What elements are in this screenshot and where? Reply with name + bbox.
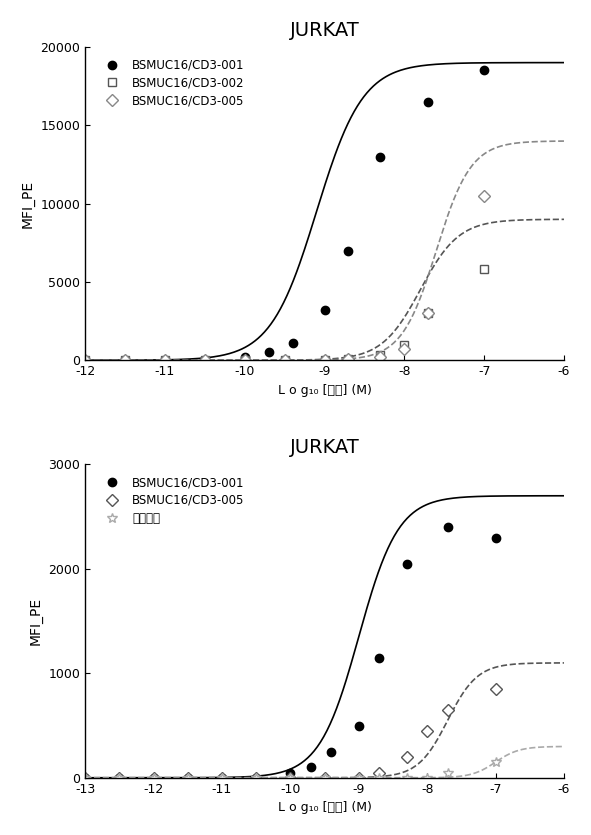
BSMUC16/CD3-001 bbox=[150, 772, 157, 782]
対照Ａｂ bbox=[219, 772, 226, 782]
対照Ａｂ bbox=[492, 757, 499, 767]
対照Ａｂ bbox=[424, 772, 431, 782]
BSMUC16/CD3-005 bbox=[161, 355, 168, 365]
BSMUC16/CD3-005 bbox=[492, 684, 499, 694]
対照Ａｂ bbox=[184, 772, 191, 782]
BSMUC16/CD3-005 bbox=[345, 354, 352, 364]
BSMUC16/CD3-002 bbox=[480, 265, 488, 275]
X-axis label: L o g₁₀ [抗体] (M): L o g₁₀ [抗体] (M) bbox=[278, 801, 372, 814]
BSMUC16/CD3-001 bbox=[82, 772, 89, 782]
BSMUC16/CD3-002 bbox=[377, 350, 384, 360]
BSMUC16/CD3-005 bbox=[321, 772, 328, 782]
BSMUC16/CD3-002 bbox=[281, 355, 288, 365]
BSMUC16/CD3-005 bbox=[184, 772, 191, 782]
Legend: BSMUC16/CD3-001, BSMUC16/CD3-005, 対照Ａｂ: BSMUC16/CD3-001, BSMUC16/CD3-005, 対照Ａｂ bbox=[91, 470, 251, 530]
BSMUC16/CD3-005 bbox=[287, 772, 294, 782]
BSMUC16/CD3-001 bbox=[328, 746, 335, 757]
BSMUC16/CD3-001 bbox=[252, 772, 259, 782]
対照Ａｂ bbox=[287, 772, 294, 782]
BSMUC16/CD3-005 bbox=[321, 355, 328, 365]
BSMUC16/CD3-002 bbox=[321, 355, 328, 365]
BSMUC16/CD3-001 bbox=[202, 355, 209, 365]
Title: JURKAT: JURKAT bbox=[290, 438, 359, 458]
Y-axis label: MFI_PE: MFI_PE bbox=[29, 597, 43, 645]
Line: BSMUC16/CD3-005: BSMUC16/CD3-005 bbox=[81, 191, 488, 364]
BSMUC16/CD3-005 bbox=[241, 355, 248, 365]
対照Ａｂ bbox=[252, 772, 259, 782]
Y-axis label: MFI_PE: MFI_PE bbox=[21, 180, 35, 228]
BSMUC16/CD3-005 bbox=[150, 772, 157, 782]
BSMUC16/CD3-005 bbox=[219, 772, 226, 782]
BSMUC16/CD3-005 bbox=[116, 772, 123, 782]
BSMUC16/CD3-001 bbox=[116, 772, 123, 782]
BSMUC16/CD3-002 bbox=[345, 354, 352, 364]
BSMUC16/CD3-001 bbox=[355, 721, 362, 731]
対照Ａｂ bbox=[444, 767, 452, 777]
対照Ａｂ bbox=[116, 772, 123, 782]
BSMUC16/CD3-001 bbox=[122, 355, 129, 365]
BSMUC16/CD3-002 bbox=[122, 355, 129, 365]
BSMUC16/CD3-001 bbox=[241, 352, 248, 362]
BSMUC16/CD3-001 bbox=[425, 97, 432, 107]
BSMUC16/CD3-001 bbox=[321, 305, 328, 315]
BSMUC16/CD3-001 bbox=[480, 65, 488, 75]
BSMUC16/CD3-001 bbox=[289, 338, 296, 348]
BSMUC16/CD3-005 bbox=[403, 752, 410, 762]
Line: BSMUC16/CD3-005: BSMUC16/CD3-005 bbox=[81, 685, 500, 782]
BSMUC16/CD3-005 bbox=[444, 705, 452, 715]
BSMUC16/CD3-005 bbox=[355, 772, 362, 782]
BSMUC16/CD3-005 bbox=[377, 352, 384, 362]
BSMUC16/CD3-001 bbox=[345, 245, 352, 256]
BSMUC16/CD3-002 bbox=[401, 340, 408, 350]
BSMUC16/CD3-001 bbox=[376, 653, 383, 663]
BSMUC16/CD3-002 bbox=[241, 355, 248, 365]
BSMUC16/CD3-005 bbox=[202, 355, 209, 365]
対照Ａｂ bbox=[355, 772, 362, 782]
Line: 対照Ａｂ: 対照Ａｂ bbox=[80, 757, 501, 782]
BSMUC16/CD3-005 bbox=[122, 355, 129, 365]
BSMUC16/CD3-001 bbox=[161, 355, 168, 365]
BSMUC16/CD3-005 bbox=[425, 308, 432, 318]
対照Ａｂ bbox=[82, 772, 89, 782]
BSMUC16/CD3-001 bbox=[265, 347, 272, 357]
BSMUC16/CD3-001 bbox=[82, 355, 89, 365]
BSMUC16/CD3-001 bbox=[492, 533, 499, 543]
BSMUC16/CD3-001 bbox=[403, 559, 410, 569]
Line: BSMUC16/CD3-001: BSMUC16/CD3-001 bbox=[81, 66, 488, 364]
Line: BSMUC16/CD3-001: BSMUC16/CD3-001 bbox=[81, 523, 500, 782]
BSMUC16/CD3-002 bbox=[202, 355, 209, 365]
BSMUC16/CD3-005 bbox=[281, 355, 288, 365]
Legend: BSMUC16/CD3-001, BSMUC16/CD3-002, BSMUC16/CD3-005: BSMUC16/CD3-001, BSMUC16/CD3-002, BSMUC1… bbox=[91, 53, 251, 113]
BSMUC16/CD3-005 bbox=[82, 355, 89, 365]
BSMUC16/CD3-002 bbox=[425, 308, 432, 318]
BSMUC16/CD3-005 bbox=[480, 190, 488, 200]
BSMUC16/CD3-005 bbox=[424, 726, 431, 736]
BSMUC16/CD3-001 bbox=[287, 767, 294, 777]
BSMUC16/CD3-001 bbox=[444, 522, 452, 532]
Title: JURKAT: JURKAT bbox=[290, 21, 359, 40]
対照Ａｂ bbox=[321, 772, 328, 782]
BSMUC16/CD3-001 bbox=[219, 772, 226, 782]
BSMUC16/CD3-005 bbox=[401, 344, 408, 354]
BSMUC16/CD3-002 bbox=[82, 355, 89, 365]
X-axis label: L o g₁₀ [抗体] (M): L o g₁₀ [抗体] (M) bbox=[278, 383, 372, 397]
BSMUC16/CD3-002 bbox=[161, 355, 168, 365]
BSMUC16/CD3-001 bbox=[307, 762, 314, 772]
対照Ａｂ bbox=[403, 772, 410, 782]
対照Ａｂ bbox=[150, 772, 157, 782]
Line: BSMUC16/CD3-002: BSMUC16/CD3-002 bbox=[81, 266, 488, 364]
BSMUC16/CD3-005 bbox=[252, 772, 259, 782]
BSMUC16/CD3-005 bbox=[82, 772, 89, 782]
BSMUC16/CD3-005 bbox=[376, 767, 383, 777]
対照Ａｂ bbox=[376, 772, 383, 782]
BSMUC16/CD3-001 bbox=[184, 772, 191, 782]
BSMUC16/CD3-001 bbox=[377, 152, 384, 162]
